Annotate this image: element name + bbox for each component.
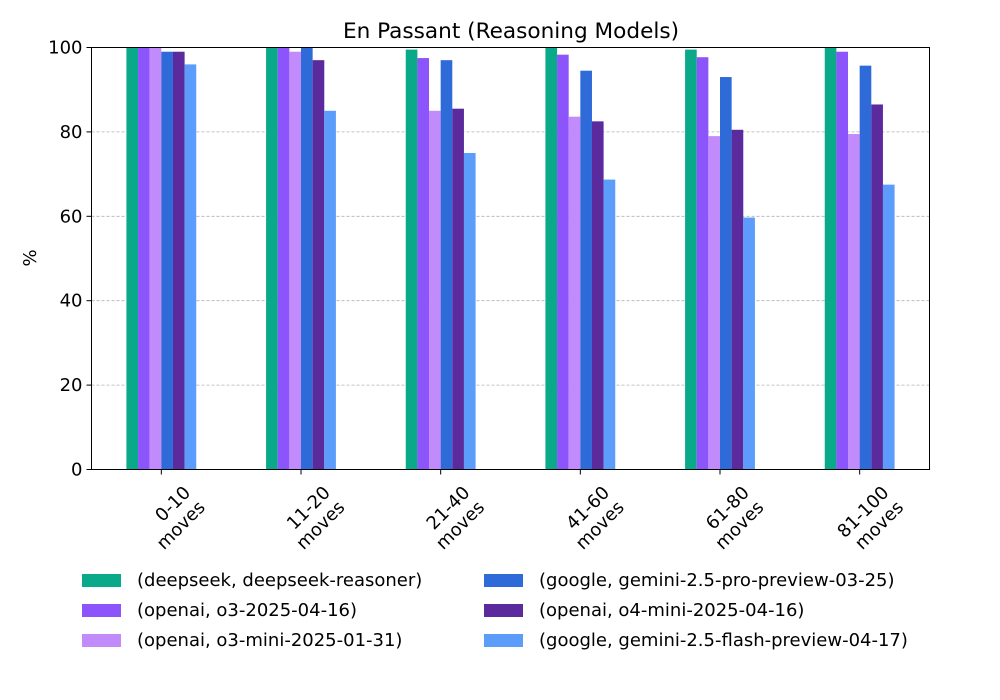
bar: [324, 110, 336, 470]
bar: [172, 51, 185, 470]
y-tick-label: 40: [60, 291, 83, 312]
x-tick-label: 81-100moves: [833, 482, 908, 557]
bar: [440, 60, 453, 470]
bars: [126, 47, 895, 470]
bar: [731, 129, 744, 470]
bar: [138, 47, 150, 470]
legend-label: (openai, o3-mini-2025-01-31): [137, 629, 403, 651]
bar: [591, 121, 604, 470]
x-tick-label: 0-10moves: [138, 482, 210, 554]
bar: [301, 47, 313, 470]
legend-label: (google, gemini-2.5-pro-preview-03-25): [539, 569, 895, 591]
bar: [824, 47, 837, 470]
legend-item: (openai, o3-mini-2025-01-31): [82, 628, 484, 652]
y-axis-label: %: [20, 249, 41, 266]
bar: [871, 104, 883, 470]
plot-frame: [91, 47, 930, 470]
bar: [743, 217, 755, 470]
bar: [126, 47, 139, 470]
legend-swatch: [484, 603, 523, 617]
chart: En Passant (Reasoning Models) % 0 20 40 60 8…: [20, 19, 930, 557]
bar: [266, 47, 278, 470]
bar: [848, 134, 860, 470]
x-axis: 0-10moves 11-20moves 21-40moves 41-60moves 6…: [138, 469, 908, 557]
legend-item: (google, gemini-2.5-pro-preview-03-25): [484, 568, 962, 592]
bar: [836, 51, 849, 470]
legend-item: (deepseek, deepseek-reasoner): [82, 568, 484, 592]
grid-lines: [91, 131, 930, 386]
legend-swatch: [82, 603, 121, 617]
bar: [580, 70, 592, 470]
y-tick-label: 20: [60, 375, 83, 396]
bar: [405, 49, 418, 470]
legend-swatch: [82, 573, 121, 587]
bar: [277, 47, 290, 470]
x-tick-label: 61-80moves: [697, 482, 769, 554]
legend-label: (deepseek, deepseek-reasoner): [137, 569, 423, 591]
bar: [557, 54, 569, 470]
legend-swatch: [484, 573, 523, 587]
bar: [603, 179, 616, 470]
y-tick-label: 60: [60, 206, 83, 227]
bar: [417, 58, 430, 470]
legend-label: (openai, o3-2025-04-16): [137, 599, 358, 621]
legend-item: (openai, o4-mini-2025-04-16): [484, 598, 962, 622]
bar: [545, 47, 558, 470]
x-tick-label: 21-40moves: [417, 482, 489, 554]
legend-item: (google, gemini-2.5-flash-preview-04-17): [484, 628, 962, 652]
bar: [161, 51, 173, 470]
y-tick-label: 100: [48, 38, 82, 59]
bar: [696, 57, 709, 470]
legend-label: (google, gemini-2.5-flash-preview-04-17): [539, 629, 908, 651]
y-tick-label: 80: [60, 122, 83, 143]
legend-label: (openai, o4-mini-2025-04-16): [539, 599, 805, 621]
y-axis: 0 20 40 60 80 100: [48, 38, 92, 481]
bar: [312, 60, 325, 470]
legend-swatch: [82, 633, 121, 647]
x-tick-label: 11-20moves: [278, 482, 350, 554]
chart-title: En Passant (Reasoning Models): [343, 19, 679, 44]
bar: [463, 153, 476, 470]
bar: [149, 47, 162, 470]
bar: [685, 49, 697, 470]
bar: [452, 108, 464, 470]
legend-item: (openai, o3-2025-04-16): [82, 598, 484, 622]
bar: [184, 64, 197, 470]
legend-swatch: [484, 633, 523, 647]
bar: [882, 184, 895, 470]
legend: (deepseek, deepseek-reasoner) (google, ge…: [82, 568, 962, 652]
bar: [708, 136, 720, 470]
x-tick-label: 41-60moves: [557, 482, 629, 554]
bar: [859, 65, 872, 470]
bar: [429, 110, 441, 470]
y-tick-label: 0: [71, 460, 82, 481]
bar: [720, 77, 732, 470]
bar: [568, 116, 581, 470]
bar: [289, 51, 301, 470]
